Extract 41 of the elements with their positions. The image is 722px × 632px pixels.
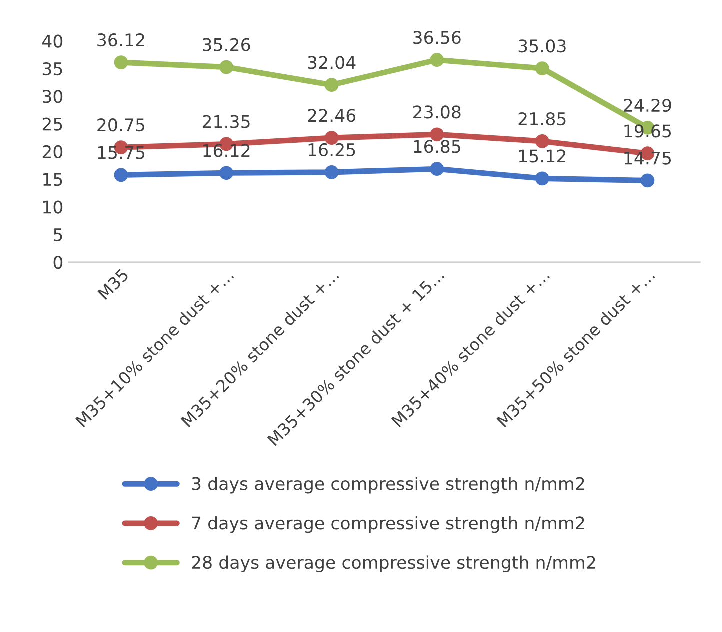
legend-label: 3 days average compressive strength n/mm2 — [192, 476, 584, 494]
data-label: 36.12 — [98, 34, 144, 47]
y-tick-label: 5 — [54, 228, 62, 242]
data-label: 21.85 — [518, 112, 566, 126]
data-label: 22.46 — [308, 109, 356, 122]
y-tick-label: 35 — [42, 62, 62, 76]
data-label: 21.35 — [202, 115, 250, 128]
data-label: 15.75 — [98, 146, 145, 160]
point — [430, 53, 444, 68]
point — [324, 165, 339, 180]
data-label: 35.26 — [203, 38, 250, 52]
data-label: 24.29 — [624, 98, 672, 112]
data-label: 16.25 — [308, 143, 356, 157]
data-label: 20.75 — [98, 118, 145, 132]
point — [220, 166, 234, 180]
y-tick-label: 15 — [44, 173, 62, 186]
y-tick-label: 40 — [42, 34, 63, 48]
y-tick-label: 30 — [42, 90, 63, 104]
point — [324, 78, 339, 92]
data-label: 14.75 — [624, 152, 672, 165]
point — [114, 56, 128, 70]
data-label: 15.12 — [519, 150, 566, 163]
data-label: 16.12 — [204, 144, 250, 158]
data-label: 23.08 — [414, 106, 461, 119]
legend-label: 28 days average compressive strength n/mm2 — [192, 556, 596, 573]
point — [220, 60, 234, 74]
y-tick-label: 25 — [42, 118, 62, 131]
y-tick-label: 10 — [44, 200, 63, 214]
data-label: 35.03 — [518, 40, 566, 53]
point — [430, 162, 444, 176]
y-tick-label: 0 — [54, 256, 63, 270]
point — [535, 172, 550, 186]
point — [114, 168, 128, 182]
data-label: 36.56 — [414, 31, 461, 44]
legend-label: 7 days average compressive strength n/mm2 — [192, 516, 584, 534]
y-tick-label: 20 — [42, 145, 63, 159]
point — [640, 174, 655, 188]
data-label: 32.04 — [308, 56, 356, 70]
data-label: 16.85 — [414, 140, 460, 154]
point — [535, 62, 550, 76]
point — [535, 134, 550, 148]
